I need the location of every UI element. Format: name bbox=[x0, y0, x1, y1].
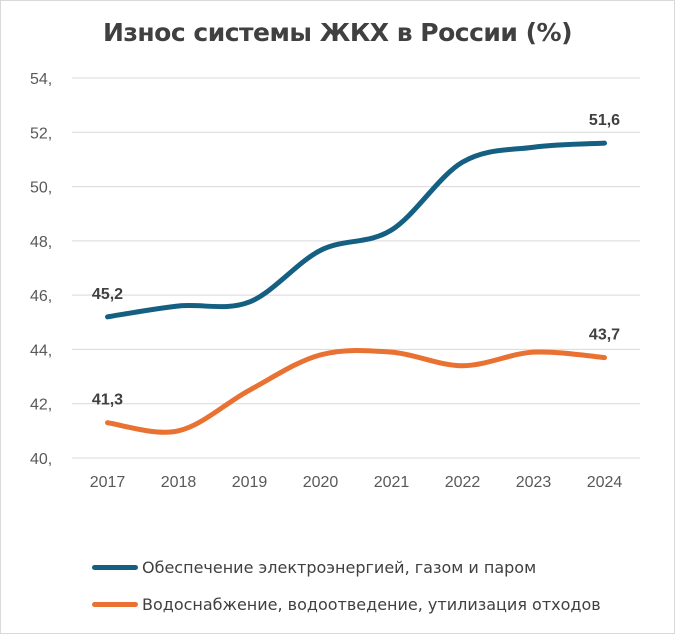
series-line-0 bbox=[105, 140, 607, 320]
x-tick-label: 2017 bbox=[90, 474, 126, 491]
data-label: 43,7 bbox=[589, 327, 620, 344]
x-tick-label: 2024 bbox=[587, 474, 623, 491]
legend-label: Водоснабжение, водоотведение, утилизация… bbox=[142, 595, 601, 614]
x-tick-label: 2019 bbox=[232, 474, 268, 491]
y-tick-label: 44, bbox=[30, 342, 52, 359]
data-label: 41,3 bbox=[92, 392, 123, 409]
y-tick-label: 54, bbox=[30, 71, 52, 88]
y-tick-label: 50, bbox=[30, 180, 52, 197]
legend-item-water: Водоснабжение, водоотведение, утилизация… bbox=[92, 595, 601, 614]
legend-swatch bbox=[92, 565, 138, 570]
x-tick-label: 2020 bbox=[303, 474, 339, 491]
x-tick-label: 2021 bbox=[374, 474, 410, 491]
y-tick-label: 48, bbox=[30, 234, 52, 251]
y-tick-label: 52, bbox=[30, 125, 52, 142]
x-tick-label: 2023 bbox=[516, 474, 552, 491]
y-tick-label: 40, bbox=[30, 451, 52, 468]
series-line-1 bbox=[105, 347, 607, 435]
legend-item-electricity: Обеспечение электроэнергией, газом и пар… bbox=[92, 558, 536, 577]
y-tick-label: 42, bbox=[30, 397, 52, 414]
data-label: 45,2 bbox=[92, 286, 123, 303]
x-tick-label: 2022 bbox=[445, 474, 481, 491]
legend-label: Обеспечение электроэнергией, газом и пар… bbox=[142, 558, 537, 577]
legend-swatch bbox=[92, 602, 138, 607]
y-tick-label: 46, bbox=[30, 288, 52, 305]
chart-title: Износ системы ЖКХ в России (%) bbox=[102, 18, 573, 47]
data-label: 51,6 bbox=[589, 112, 620, 129]
x-tick-label: 2018 bbox=[161, 474, 197, 491]
